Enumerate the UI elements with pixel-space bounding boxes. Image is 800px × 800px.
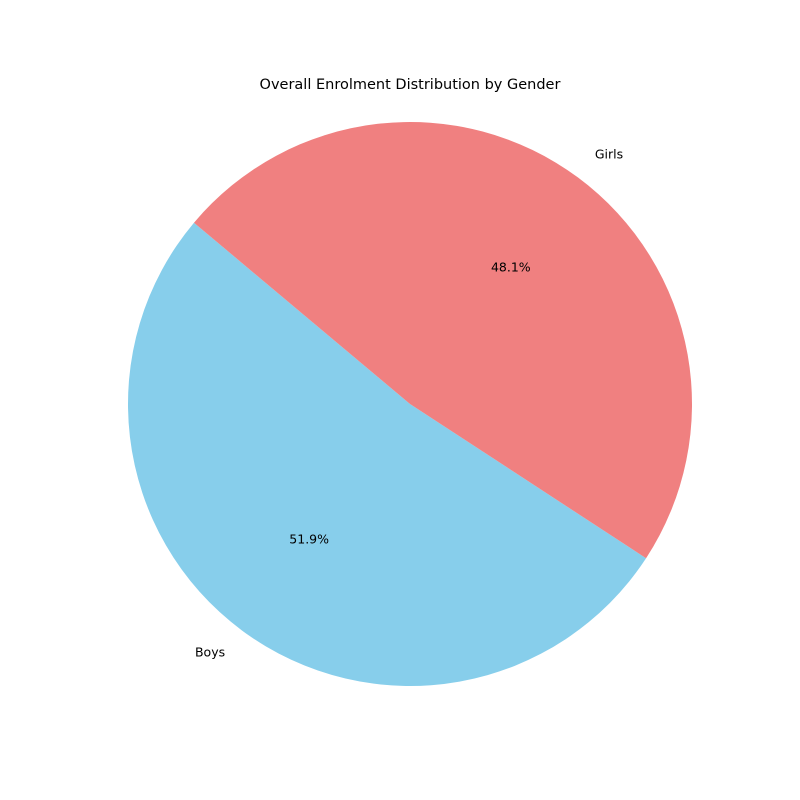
pie-slices xyxy=(127,122,692,687)
slice-label-girls: Girls xyxy=(595,146,623,161)
pie-labels: Boys 51.9% Girls 48.1% xyxy=(195,146,623,659)
slice-label-boys: Boys xyxy=(195,645,225,660)
pie-slice-girls xyxy=(193,122,692,559)
chart-title: Overall Enrolment Distribution by Gender xyxy=(260,77,561,93)
slice-percent-boys: 51.9% xyxy=(289,531,329,546)
slice-percent-girls: 48.1% xyxy=(491,260,531,275)
pie-slice-boys xyxy=(127,222,647,687)
